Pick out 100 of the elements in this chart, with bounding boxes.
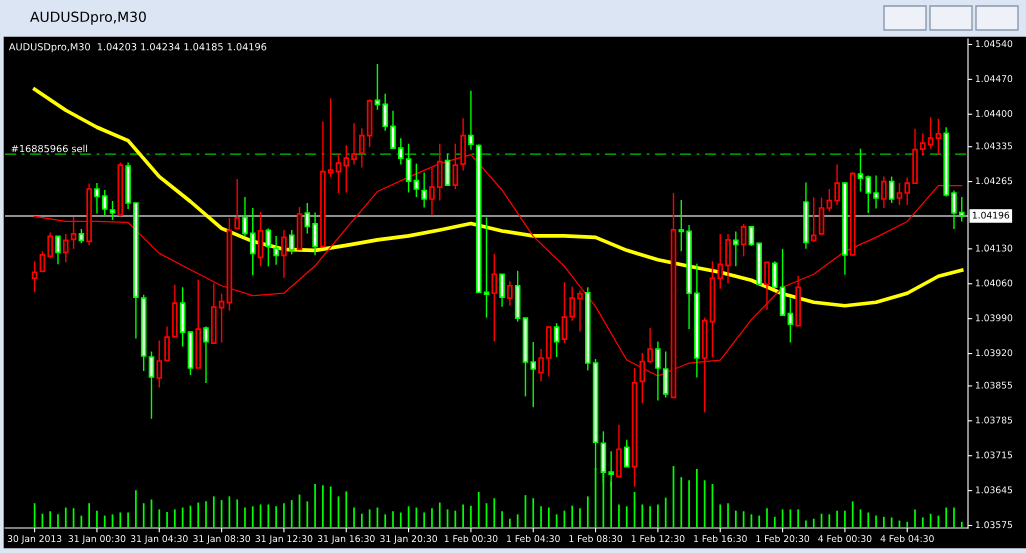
y-tick-label: 1.03855: [975, 381, 1013, 389]
chart-subtitle: AUDUSDpro,M30 1.04203 1.04234 1.04185 1.04196: [8, 43, 267, 53]
candlestick: [398, 137, 404, 166]
candlestick: [312, 211, 318, 257]
y-tick-label: 1.03920: [975, 349, 1013, 357]
candlestick: [47, 231, 53, 260]
y-tick-label: 1.04400: [975, 110, 1013, 117]
candlestick: [359, 127, 365, 169]
candlestick: [553, 322, 560, 358]
x-tick-label: 1 Feb 12:30: [631, 534, 685, 543]
ref-line-label: 1.04196: [972, 211, 1010, 219]
candlestick: [577, 289, 583, 333]
candlestick: [109, 200, 116, 221]
candlestick: [951, 189, 957, 230]
candlestick: [351, 122, 357, 166]
x-tick-label: 1 Feb 16:30: [694, 534, 747, 543]
candlestick: [335, 153, 342, 194]
candlestick: [203, 325, 209, 384]
candlestick: [647, 327, 653, 364]
y-tick-label: 1.04540: [975, 40, 1013, 48]
y-tick-label: 1.03645: [975, 486, 1013, 494]
candlestick: [717, 233, 724, 290]
candlestick: [935, 118, 942, 156]
y-tick-label: 1.03990: [975, 314, 1013, 322]
chart-title: AUDUSDpro,M30: [30, 11, 146, 25]
x-tick-label: 31 Jan 00:30: [68, 535, 126, 544]
candlestick: [249, 207, 256, 276]
x-tick-label: 31 Jan 08:30: [193, 535, 251, 544]
x-tick-label: 31 Jan 12:30: [255, 535, 313, 544]
candlestick: [771, 260, 778, 289]
candlestick: [374, 63, 381, 111]
candlestick: [234, 178, 240, 230]
candlestick: [888, 175, 895, 204]
candlestick: [764, 261, 770, 311]
candlestick: [834, 163, 840, 206]
candlestick: [507, 280, 513, 307]
candlestick: [733, 230, 739, 267]
candlestick: [281, 229, 287, 279]
candlestick: [538, 348, 544, 383]
y-tick-label: 1.03785: [975, 416, 1013, 424]
candlestick: [810, 196, 817, 243]
candlestick: [101, 189, 108, 217]
y-tick-label: 1.03715: [975, 451, 1013, 459]
candlestick: [623, 439, 630, 468]
x-tick-label: 31 Jan 16:30: [317, 535, 375, 544]
candlestick: [55, 235, 61, 266]
candlestick: [327, 97, 334, 178]
candlestick: [468, 90, 474, 151]
candlestick: [405, 142, 412, 194]
candlestick: [958, 196, 965, 223]
candlestick: [31, 260, 38, 293]
candlestick: [740, 223, 747, 258]
candlestick: [857, 147, 864, 193]
x-tick-label: 4 Feb 00:30: [818, 534, 872, 543]
candlestick: [164, 325, 170, 362]
y-tick-label: 1.04335: [975, 142, 1013, 150]
x-tick-label: 31 Jan 04:30: [130, 535, 188, 544]
y-tick-label: 1.04060: [975, 279, 1013, 287]
candlestick: [920, 132, 926, 157]
candlestick: [390, 110, 396, 150]
candlestick: [896, 182, 903, 206]
x-tick-label: 1 Feb 00:30: [444, 534, 498, 543]
candlestick: [927, 116, 934, 150]
candlestick: [904, 176, 911, 206]
candlestick: [530, 341, 537, 409]
candlestick: [421, 171, 427, 209]
candlestick: [94, 182, 100, 215]
candlestick: [483, 216, 490, 319]
candlestick: [787, 297, 794, 344]
candlestick: [569, 286, 575, 322]
candlestick: [865, 174, 872, 214]
candlestick: [873, 174, 879, 210]
candlestick: [413, 162, 420, 198]
candlestick: [288, 229, 295, 256]
ref-line-label: #16885966 sell: [11, 144, 88, 153]
y-tick-label: 1.04470: [975, 75, 1013, 83]
candlestick: [561, 281, 568, 344]
x-tick-label: 30 Jan 2013: [7, 535, 62, 544]
x-tick-label: 1 Feb 04:30: [507, 534, 560, 543]
candlestick: [242, 196, 248, 238]
candlestick: [678, 199, 685, 253]
candlestick: [382, 93, 388, 132]
x-tick-label: 1 Feb 20:30: [756, 534, 810, 543]
candlestick: [218, 293, 225, 344]
candlestick: [148, 350, 155, 420]
y-tick-label: 1.04130: [975, 244, 1013, 252]
candlestick: [273, 235, 279, 266]
candlestick: [491, 253, 498, 343]
candlestick: [881, 175, 887, 209]
candlestick: [304, 202, 311, 235]
candlestick: [655, 340, 661, 402]
candlestick: [156, 339, 163, 389]
candlestick: [499, 273, 505, 308]
candlestick: [70, 216, 77, 250]
y-tick-label: 1.03575: [975, 521, 1013, 529]
x-tick-label: 4 Feb 04:30: [880, 534, 934, 543]
candlestick: [343, 144, 350, 194]
y-tick-label: 1.04265: [975, 177, 1013, 185]
candlestick: [826, 188, 833, 213]
x-tick-label: 31 Jan 20:30: [380, 535, 437, 544]
